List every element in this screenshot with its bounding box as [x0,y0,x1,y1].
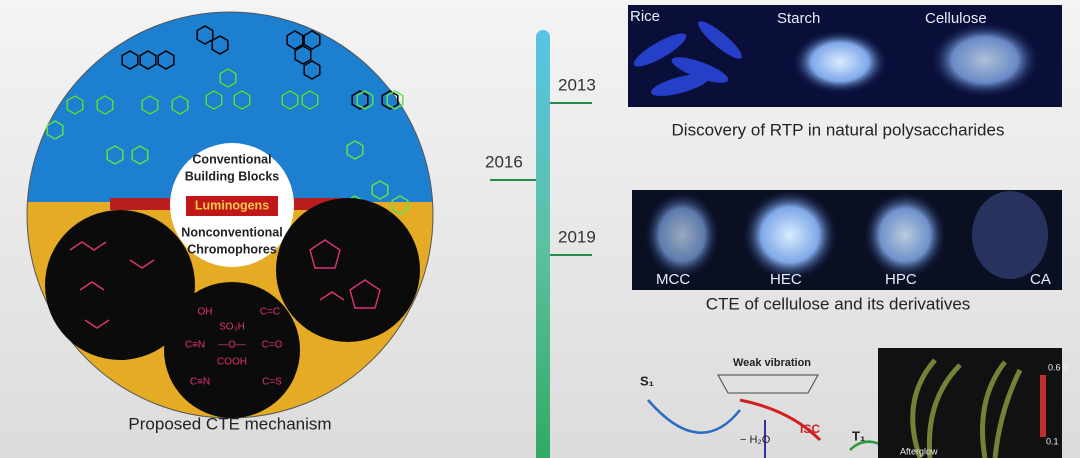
center-bottom: Chromophores [187,242,277,256]
ring [381,90,399,110]
ring [281,90,299,110]
starch [792,30,888,94]
functional-group: C≡N [190,377,210,388]
shape [698,21,742,59]
ring [205,90,223,110]
ring [219,68,237,88]
ring [371,180,389,200]
ring [171,95,189,115]
shape [650,74,710,96]
photo-label: HPC [885,271,917,288]
rice [633,21,742,96]
sample [742,189,838,281]
ring [286,30,304,50]
functional-group: SO₃H [219,322,245,333]
ring [303,60,321,80]
molecules [46,25,409,215]
ring [386,90,404,110]
s1-curve [647,399,741,434]
caption: CTE of cellulose and its derivatives [706,294,971,313]
year: 2013 [558,75,596,94]
photo [878,348,1062,458]
functional-group: OH [198,307,213,318]
ring [351,90,369,110]
caption: Discovery of RTP in natural polysacchari… [672,120,1005,139]
ring [66,95,84,115]
ring [303,30,321,50]
band-label-box [186,196,278,216]
sketch [69,241,155,329]
center-top: Conventional [192,152,271,166]
diagram-label: ISC [800,422,820,436]
photo-label: Starch [777,10,820,27]
caption: Proposed CTE mechanism [128,414,331,433]
year: 2019 [558,227,596,246]
functional-group: C=S [262,377,282,388]
photo-label: Cellulose [925,10,987,27]
ring [157,50,175,70]
cellulose [930,22,1040,98]
sketch [309,239,381,309]
functional-group: C=O [262,340,283,351]
molecule [717,374,819,394]
functional-group: —O— [218,340,246,351]
photo-label: CA [1030,271,1051,288]
sample [863,191,947,279]
photo-label: Afterglow [900,446,938,456]
photo-label: HEC [770,271,802,288]
ring [121,50,139,70]
colorbar-label: 0.6 s [1048,362,1068,372]
band-label: Luminogens [195,198,269,212]
ring [301,90,319,110]
center-bottom: Nonconventional [181,225,282,239]
bubble [164,282,300,418]
center-top: Building Blocks [185,169,280,183]
shape [671,57,729,83]
bubble [45,210,195,360]
ring [391,195,409,215]
ring [346,140,364,160]
ring [233,90,251,110]
colorbar [1040,375,1046,437]
diagram-label: − H₂O [740,434,771,446]
ring [106,145,124,165]
timeline [536,30,550,458]
functional-group: COOH [217,357,247,368]
bubble-groups: OH SO₃H C=C C≡N —O— C=O COOH C≡N C=S [185,307,283,388]
ring [294,45,312,65]
ring [356,90,374,110]
colorbar-label: 0.1 [1046,436,1059,446]
diagram-label: Weak vibration [733,357,811,369]
ring [211,35,229,55]
photo-label: Rice [630,8,660,25]
functional-group: C=C [260,307,280,318]
ring [131,145,149,165]
ring [96,95,114,115]
plant [910,358,1023,458]
shape [633,33,687,67]
ring [46,120,64,140]
isc-arrow [739,398,822,442]
bubble-sketches [69,239,381,329]
photo-label: MCC [656,271,690,288]
sample [972,191,1048,279]
diagram-label: S₁ [640,373,654,388]
ring [141,95,159,115]
circle-outline [26,11,434,419]
diagram-label: T₁ [852,428,865,443]
sample [644,191,720,279]
ring [139,50,157,70]
functional-group: C≡N [185,340,205,351]
year: 2016 [485,152,523,171]
ring [196,25,214,45]
bubble [276,198,420,342]
